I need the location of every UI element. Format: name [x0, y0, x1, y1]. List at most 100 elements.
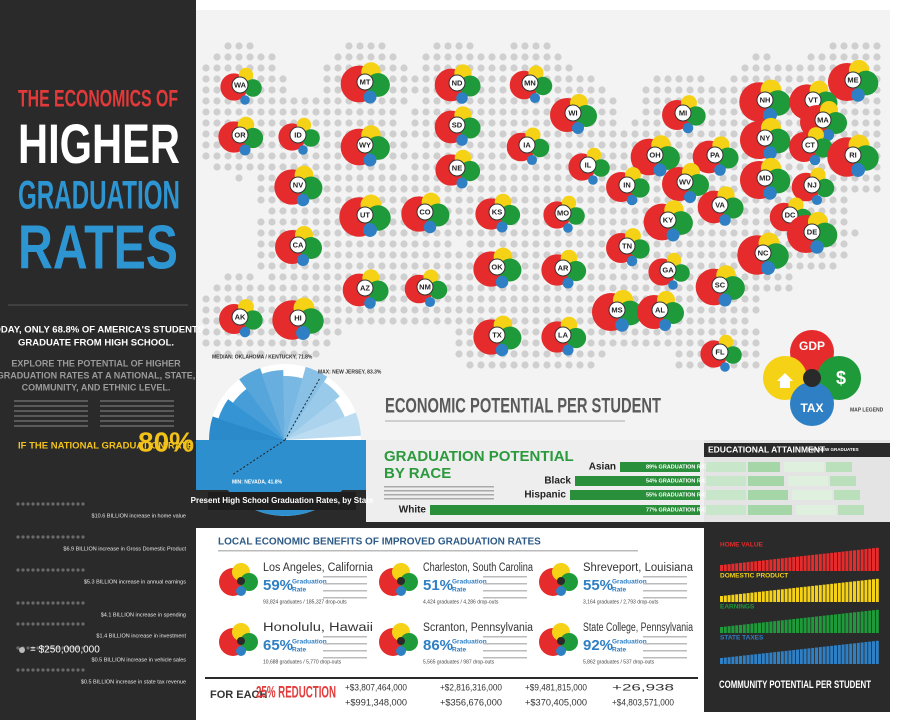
state-badge [289, 126, 307, 144]
benefit-text: $5.3 BILLION increase in annual earnings [84, 579, 186, 585]
map-dot [521, 53, 529, 61]
map-dot [510, 42, 518, 50]
map-dot [554, 163, 562, 171]
legend-center [803, 369, 821, 387]
map-dot [653, 339, 661, 347]
state-tax [668, 280, 678, 290]
attainment-segment [830, 476, 856, 486]
map-dot [697, 229, 705, 237]
city-rate: 92% [583, 637, 613, 654]
state-badge [659, 211, 677, 229]
map-dot [268, 163, 276, 171]
map-dot [543, 64, 551, 72]
map-dot [565, 141, 573, 149]
map-dot [213, 119, 221, 127]
map-dot [675, 295, 683, 303]
dot [71, 668, 75, 672]
map-dot [389, 64, 397, 72]
dot [51, 535, 55, 539]
dot [21, 622, 25, 626]
state-label: MI [679, 108, 687, 117]
state-tax [666, 228, 680, 242]
state-label: NM [419, 282, 431, 291]
map-dot [466, 185, 474, 193]
map-dot [620, 163, 628, 171]
map-dot [378, 251, 386, 259]
map-dot [741, 339, 749, 347]
map-dot [301, 284, 309, 292]
map-dot [620, 130, 628, 138]
map-dot [862, 174, 870, 182]
state-tax [456, 134, 468, 146]
map-dot [367, 174, 375, 182]
dot [76, 568, 80, 572]
body-copy-line [14, 400, 88, 402]
map-dot [752, 229, 760, 237]
map-dot [268, 64, 276, 72]
map-dot [334, 75, 342, 83]
map-dot [576, 251, 584, 259]
city-counts: 3,164 graduates / 2,793 drop-outs [583, 599, 659, 605]
map-dot [719, 306, 727, 314]
dot [76, 668, 80, 672]
map-dot [411, 75, 419, 83]
map-dot [400, 317, 408, 325]
map-dot [488, 119, 496, 127]
state-badge [711, 276, 729, 294]
map-dot [488, 229, 496, 237]
map-dot [477, 108, 485, 116]
reduction-value: +$3,807,464,000 [345, 683, 407, 694]
attainment-title: EDUCATIONAL ATTAINMENT [708, 444, 826, 454]
map-dot [400, 251, 408, 259]
map-dot [565, 306, 573, 314]
map-dot [719, 229, 727, 237]
dot [71, 646, 75, 650]
community-bar [815, 585, 818, 602]
community-bar [761, 560, 765, 571]
state-badge [356, 73, 374, 91]
map-dot [389, 251, 397, 259]
map-dot [521, 262, 529, 270]
map-dot [499, 53, 507, 61]
state-earnings [592, 159, 610, 177]
map-dot [345, 174, 353, 182]
map-dot [620, 207, 628, 215]
map-dot [543, 163, 551, 171]
map-dot [488, 185, 496, 193]
map-dot [444, 262, 452, 270]
map-dot [389, 152, 397, 160]
community-bar [830, 614, 834, 633]
map-dot [224, 152, 232, 160]
map-dot [653, 251, 661, 259]
map-dot [279, 350, 287, 358]
map-dot [532, 185, 540, 193]
map-dot [389, 53, 397, 61]
community-label: DOMESTIC PRODUCT [720, 573, 788, 580]
map-dot [323, 163, 331, 171]
state-tax [562, 344, 574, 356]
dot [16, 668, 20, 672]
map-dot [356, 42, 364, 50]
state-label: VT [808, 95, 818, 104]
map-dot [785, 119, 793, 127]
community-bar [815, 647, 818, 664]
map-dot [543, 295, 551, 303]
map-dot [389, 196, 397, 204]
map-dot [378, 42, 386, 50]
map-dot [664, 130, 672, 138]
dot [61, 568, 65, 572]
map-dot [323, 284, 331, 292]
community-bar [731, 594, 735, 602]
map-dot [202, 130, 210, 138]
city-counts: 5,565 graduates / 987 drop-outs [423, 659, 495, 665]
map-dot [543, 42, 551, 50]
map-dot [686, 75, 694, 83]
state-badge [676, 173, 694, 191]
map-dot [741, 328, 749, 336]
community-bar [792, 588, 796, 602]
map-dot [752, 306, 760, 314]
city-earnings [240, 573, 258, 591]
map-dot [235, 152, 243, 160]
map-dot [202, 339, 210, 347]
map-dot [433, 152, 441, 160]
